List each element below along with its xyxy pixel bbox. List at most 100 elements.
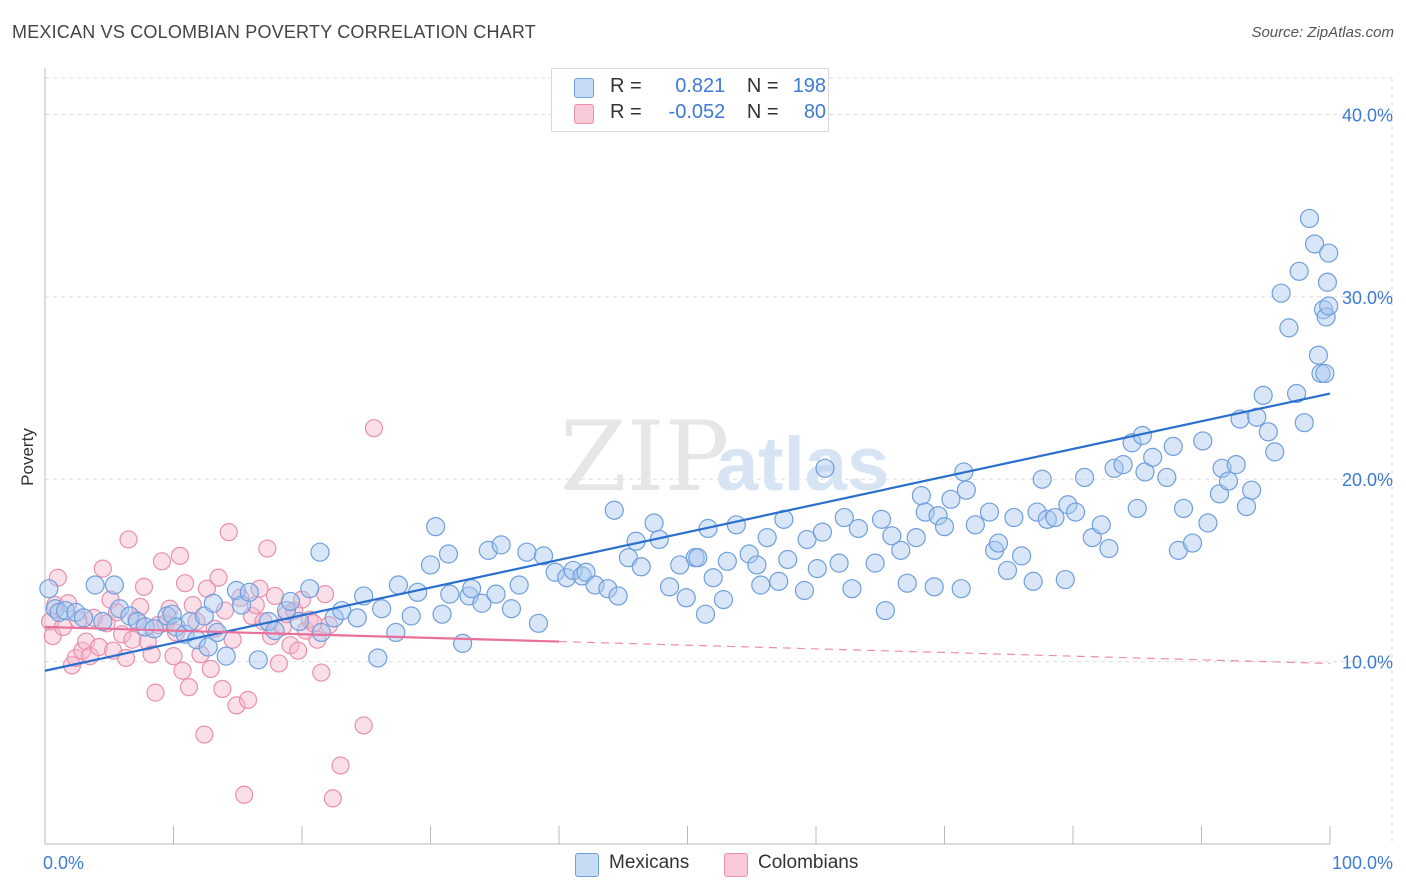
watermark: ZIP atlas (560, 401, 889, 513)
colombian-point (164, 647, 183, 666)
mexican-point (1236, 496, 1257, 517)
colombian-point (173, 661, 192, 680)
colombian-point (89, 637, 109, 657)
mexicans-swatch (574, 78, 594, 98)
mexican-point (1286, 383, 1307, 404)
mexican-point (848, 518, 869, 539)
mexican-point (1242, 480, 1262, 500)
mexican-point (311, 622, 331, 643)
mexican-point (1265, 442, 1285, 462)
mexican-point (659, 577, 680, 597)
mexican-point (1299, 208, 1320, 229)
mexican-point (216, 646, 236, 666)
mexican-point (1027, 502, 1047, 522)
mexican-point (871, 509, 892, 529)
mexican-point (928, 506, 948, 526)
mexican-point (1226, 455, 1246, 475)
mexican-point (670, 555, 690, 575)
mexican-point (631, 557, 651, 577)
mexican-point (604, 500, 624, 520)
mexican-point (875, 600, 895, 621)
colombian-point (215, 601, 234, 620)
mexican-point (1037, 509, 1057, 529)
mexican-point (703, 568, 723, 588)
mexican-point (1143, 447, 1163, 467)
mexican-point (1319, 243, 1339, 263)
mexican-point (432, 604, 452, 624)
n-label: N = (746, 101, 779, 123)
mexican-point (915, 502, 935, 522)
mexican-point (1058, 495, 1078, 515)
colombian-point (170, 546, 190, 565)
chart-title: MEXICAN VS COLOMBIAN POVERTY CORRELATION… (12, 22, 536, 42)
colombian-point (146, 683, 165, 702)
mexican-point (1279, 318, 1299, 338)
mexican-point (1032, 469, 1052, 489)
colombian-point (134, 577, 154, 596)
mexican-point (1065, 502, 1086, 522)
mexican-point (557, 568, 577, 588)
colombian-point (179, 678, 199, 697)
colombians-trend-line (44, 625, 560, 643)
mexican-point (1157, 467, 1177, 488)
mexican-point (897, 573, 917, 593)
source-label: Source: ZipAtlas.com (1251, 24, 1394, 41)
mexican-point (1198, 513, 1218, 533)
mexican-point (528, 613, 549, 633)
mexican-point (368, 648, 388, 668)
mexican-point (491, 535, 511, 555)
colombian-point (191, 645, 210, 664)
tick-labels: 10.0% 20.0% 30.0% 40.0% 0.0% 100.0% (43, 105, 1393, 873)
colombian-point (250, 579, 269, 598)
mexican-point (1253, 385, 1273, 405)
mexican-point (162, 604, 182, 624)
mexican-point (1313, 300, 1334, 320)
mexican-point (203, 593, 223, 613)
colombians-trend-extension (558, 640, 1331, 665)
colombian-point (119, 530, 138, 549)
mexican-point (1011, 546, 1032, 566)
mexican-point (1055, 569, 1075, 590)
watermark-zip: ZIP (560, 401, 729, 513)
mexican-point (1308, 345, 1329, 365)
mexican-point (951, 579, 971, 599)
mexican-point (585, 575, 605, 595)
mexican-point (676, 588, 696, 608)
mexican-point (807, 559, 827, 579)
colombian-point (227, 696, 246, 715)
colombian-point (235, 785, 254, 804)
colombian-point (364, 419, 384, 438)
mexican-point (688, 548, 708, 568)
mexican-point (891, 540, 911, 560)
mexican-point (644, 513, 664, 533)
mexican-point (501, 599, 522, 619)
mexican-point (906, 527, 926, 548)
mexican-point (997, 560, 1018, 581)
colombian-point (209, 568, 228, 587)
mexican-point (1023, 571, 1043, 591)
mexican-point (1319, 296, 1339, 316)
colombian-point (219, 523, 238, 542)
mexican-point (934, 517, 955, 537)
mexican-point (1304, 234, 1325, 254)
mexican-point (739, 544, 759, 564)
mexican-point (751, 575, 771, 595)
mexican-point (695, 604, 716, 624)
colombian-point (289, 641, 308, 660)
mexican-point (300, 579, 320, 599)
mexican-point (797, 529, 817, 550)
mexican-point (388, 575, 408, 595)
mexican-point (39, 579, 59, 599)
mexican-point (265, 621, 285, 641)
mexicans-trend-line (44, 392, 1331, 672)
mexican-point (104, 575, 124, 595)
mexican-point (1193, 431, 1213, 451)
mexican-point (1271, 283, 1291, 303)
mexican-point (426, 517, 446, 537)
mexican-point (198, 637, 218, 657)
colombian-point (213, 679, 232, 699)
mexican-point (717, 551, 737, 571)
mexican-point (598, 579, 618, 599)
x-tick-label: 0.0% (43, 853, 84, 873)
